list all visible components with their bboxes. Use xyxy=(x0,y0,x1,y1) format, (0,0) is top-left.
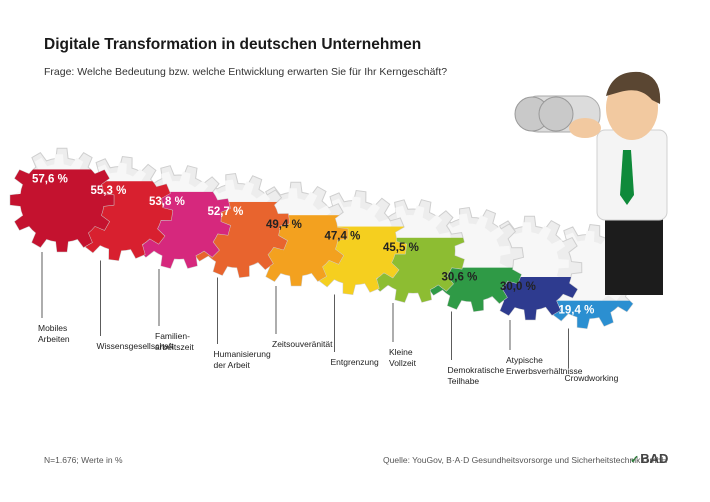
hand xyxy=(569,118,601,138)
value-label: 53,8 % xyxy=(149,196,185,208)
source-note: Quelle: YouGov, B·A·D Gesundheitsvorsorg… xyxy=(383,455,668,465)
category-label: Mobiles xyxy=(38,323,67,333)
bad-logo: ✓BAD xyxy=(630,451,668,466)
lens-icon xyxy=(538,96,574,132)
category-label: Entgrenzung xyxy=(331,357,379,367)
checkmark-icon: ✓ xyxy=(630,454,640,466)
value-label: 52,7 % xyxy=(208,206,244,218)
value-label: 30,6 % xyxy=(442,272,478,284)
sample-note: N=1.676; Werte in % xyxy=(44,455,123,465)
value-label: 19,4 % xyxy=(559,305,595,317)
businessman-illustration xyxy=(514,71,668,295)
value-label: 30,0 % xyxy=(500,281,536,293)
tie xyxy=(620,150,634,205)
trousers xyxy=(605,210,663,295)
value-label: 45,5 % xyxy=(383,242,419,254)
chart-title: Digitale Transformation in deutschen Unt… xyxy=(44,36,422,53)
category-label: Demokratische xyxy=(448,365,505,375)
category-label: Arbeiten xyxy=(38,334,70,344)
category-label: Erwerbsverhältnisse xyxy=(506,366,583,376)
category-label: Humanisierung xyxy=(214,349,271,359)
value-label: 47,4 % xyxy=(325,231,361,243)
category-label: Atypische xyxy=(506,355,543,365)
category-label: Kleine xyxy=(389,347,413,357)
category-label: Zeitsouveränität xyxy=(272,339,333,349)
value-label: 49,4 % xyxy=(266,219,302,231)
category-label: Vollzeit xyxy=(389,358,417,368)
value-label: 55,3 % xyxy=(91,185,127,197)
value-label: 57,6 % xyxy=(32,173,68,185)
hair xyxy=(606,71,661,104)
logo-text: BAD xyxy=(640,451,669,466)
category-label: Wissensgesellschaft xyxy=(97,341,175,351)
category-label: der Arbeit xyxy=(214,360,251,370)
chart-subtitle: Frage: Welche Bedeutung bzw. welche Entw… xyxy=(44,66,448,78)
category-label: Crowdworking xyxy=(565,373,619,383)
category-label: Teilhabe xyxy=(448,376,480,386)
category-label: arbeitszeit xyxy=(155,342,194,352)
category-label: Familien- xyxy=(155,331,190,341)
